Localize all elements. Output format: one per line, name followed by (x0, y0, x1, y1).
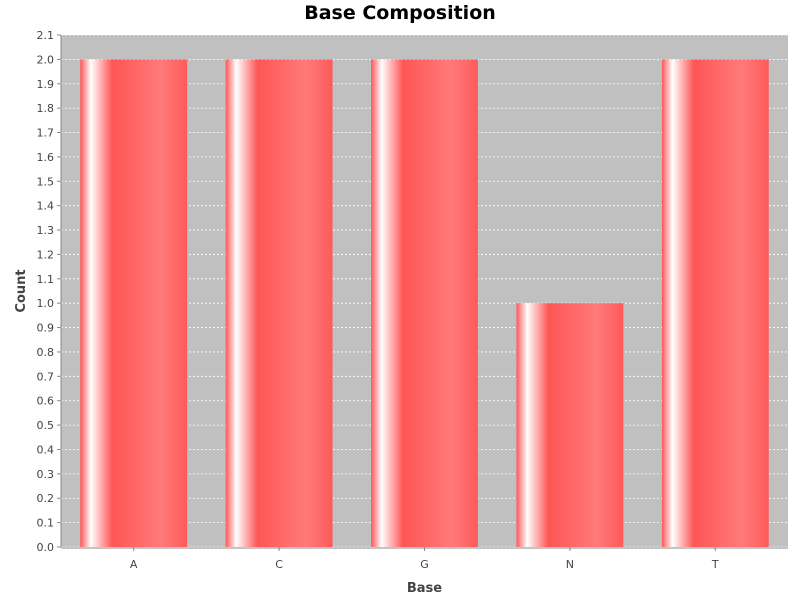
x-axis-title: Base (407, 581, 442, 596)
y-axis-title: Count (14, 269, 29, 312)
y-tick-label: 0.3 (37, 468, 55, 481)
chart-title: Base Composition (304, 2, 496, 24)
bars (80, 59, 769, 547)
bar-a (80, 59, 188, 547)
y-tick-label: 1.2 (37, 248, 55, 261)
y-tick-label: 1.7 (37, 127, 55, 140)
x-tick-label: A (130, 558, 138, 571)
y-tick-label: 0.2 (37, 492, 55, 505)
y-tick-label: 0.0 (37, 541, 55, 554)
x-tick-label: N (566, 558, 574, 571)
bar-n (516, 303, 624, 547)
y-tick-label: 0.4 (37, 443, 55, 456)
y-tick-label: 0.9 (37, 322, 55, 335)
y-tick-label: 1.3 (37, 224, 55, 237)
y-tick-label: 1.9 (37, 78, 55, 91)
y-tick-label: 2.0 (37, 53, 55, 66)
bar-c (225, 59, 333, 547)
bar-g (371, 59, 478, 547)
x-tick-label: C (275, 558, 283, 571)
bar-t (661, 59, 769, 547)
y-tick-label: 1.6 (37, 151, 55, 164)
y-tick-label: 0.1 (37, 517, 55, 530)
y-tick-label: 0.5 (37, 419, 55, 432)
y-tick-label: 0.6 (37, 395, 55, 408)
y-tick-label: 1.4 (37, 200, 55, 213)
y-tick-label: 1.8 (37, 102, 55, 115)
y-tick-label: 1.5 (37, 175, 55, 188)
y-tick-label: 2.1 (37, 29, 55, 42)
axes: 0.0 0.1 0.2 0.3 0.4 0.5 0.6 0.7 0.8 0.9 1.0 1.1 1.2 1… (37, 29, 788, 571)
x-tick-label: G (420, 558, 429, 571)
y-tick-label: 0.8 (37, 346, 55, 359)
x-tick-label: T (711, 558, 719, 571)
y-tick-label: 0.7 (37, 370, 55, 383)
y-tick-label: 1.0 (37, 297, 55, 310)
y-tick-label: 1.1 (37, 273, 55, 286)
